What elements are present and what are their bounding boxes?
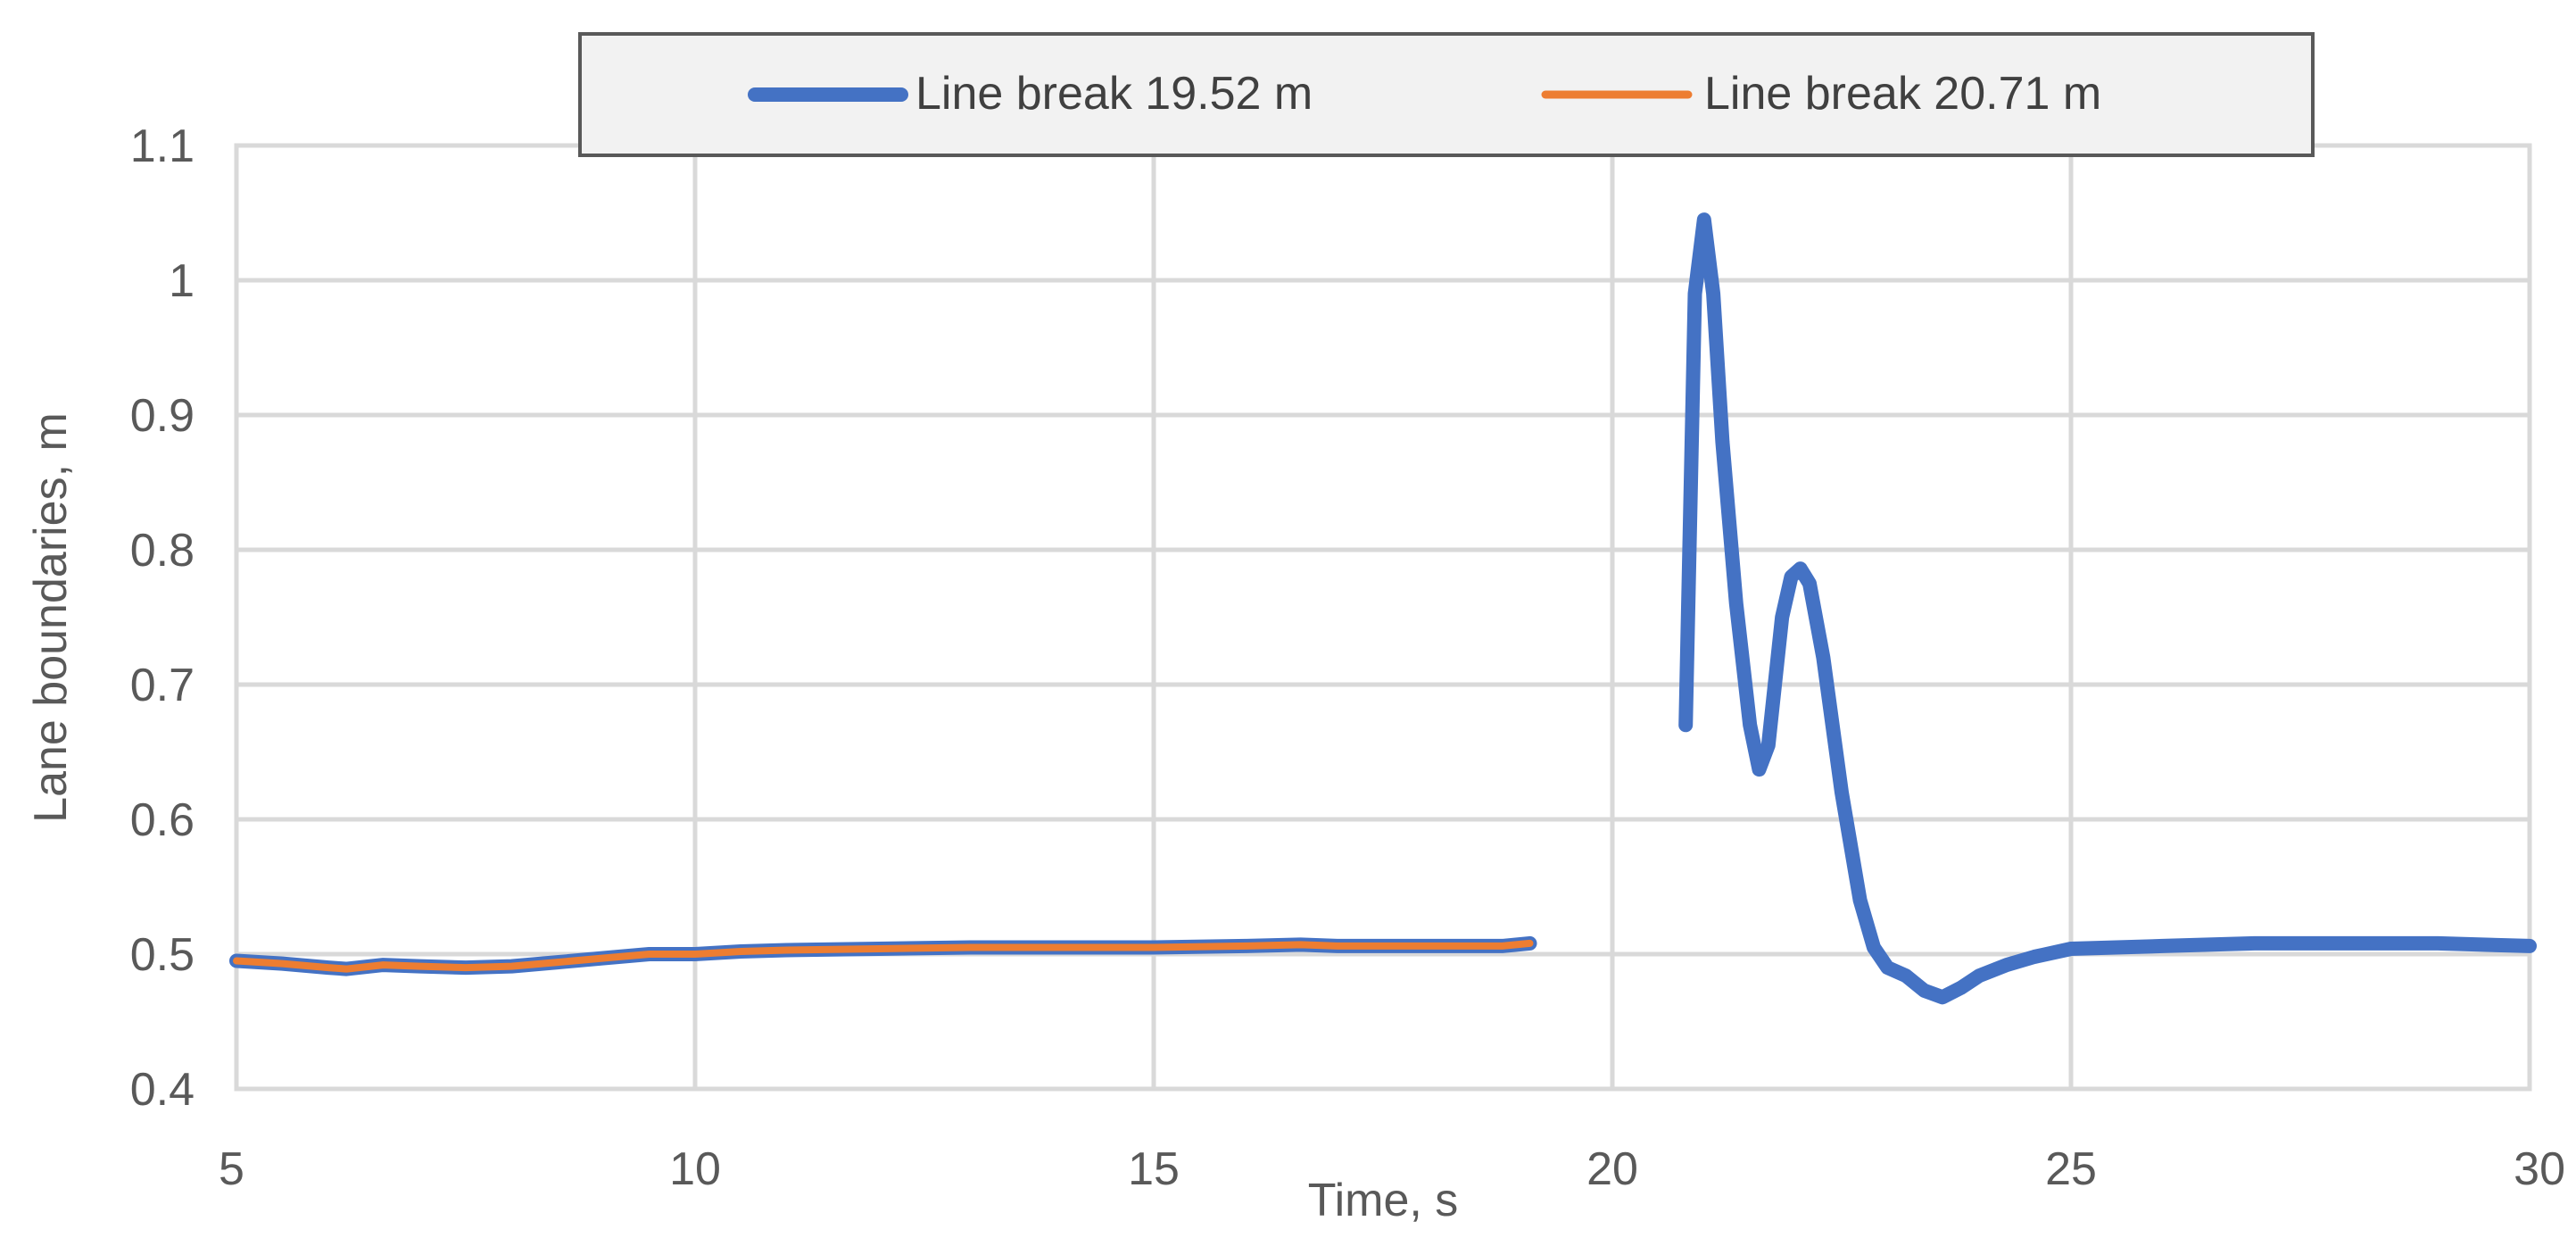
series-2-line-segment-1 xyxy=(233,939,1534,973)
y-axis-tick-labels: 0.4 0.5 0.6 0.7 0.8 0.9 1 1.1 xyxy=(130,120,195,1116)
x-tick-label: 5 xyxy=(219,1143,244,1195)
x-tick-label: 15 xyxy=(1128,1143,1180,1195)
y-tick-label: 0.9 xyxy=(130,390,195,442)
series-layer xyxy=(229,212,2537,1005)
y-tick-label: 0.5 xyxy=(130,929,195,981)
x-axis-title: Time, s xyxy=(1308,1175,1459,1226)
y-tick-label: 0.6 xyxy=(130,794,195,846)
y-axis-title: Lane boundaries, m xyxy=(25,412,77,823)
x-tick-label: 20 xyxy=(1586,1143,1638,1195)
legend-label-series-1: Line break 19.52 m xyxy=(915,68,1313,120)
x-tick-label: 30 xyxy=(2514,1143,2565,1195)
x-tick-label: 25 xyxy=(2045,1143,2097,1195)
y-tick-label: 1.1 xyxy=(130,120,195,172)
y-tick-label: 0.8 xyxy=(130,525,195,577)
y-tick-label: 0.4 xyxy=(130,1064,195,1116)
series-1-line-segment-2 xyxy=(1678,212,2537,1005)
x-tick-label: 10 xyxy=(669,1143,721,1195)
y-tick-label: 1 xyxy=(169,255,195,307)
legend-label-series-2: Line break 20.71 m xyxy=(1704,68,2101,120)
x-axis-tick-labels: 5 10 15 20 25 30 xyxy=(219,1143,2565,1195)
y-tick-label: 0.7 xyxy=(130,660,195,711)
legend: Line break 19.52 m Line break 20.71 m xyxy=(578,32,2315,157)
